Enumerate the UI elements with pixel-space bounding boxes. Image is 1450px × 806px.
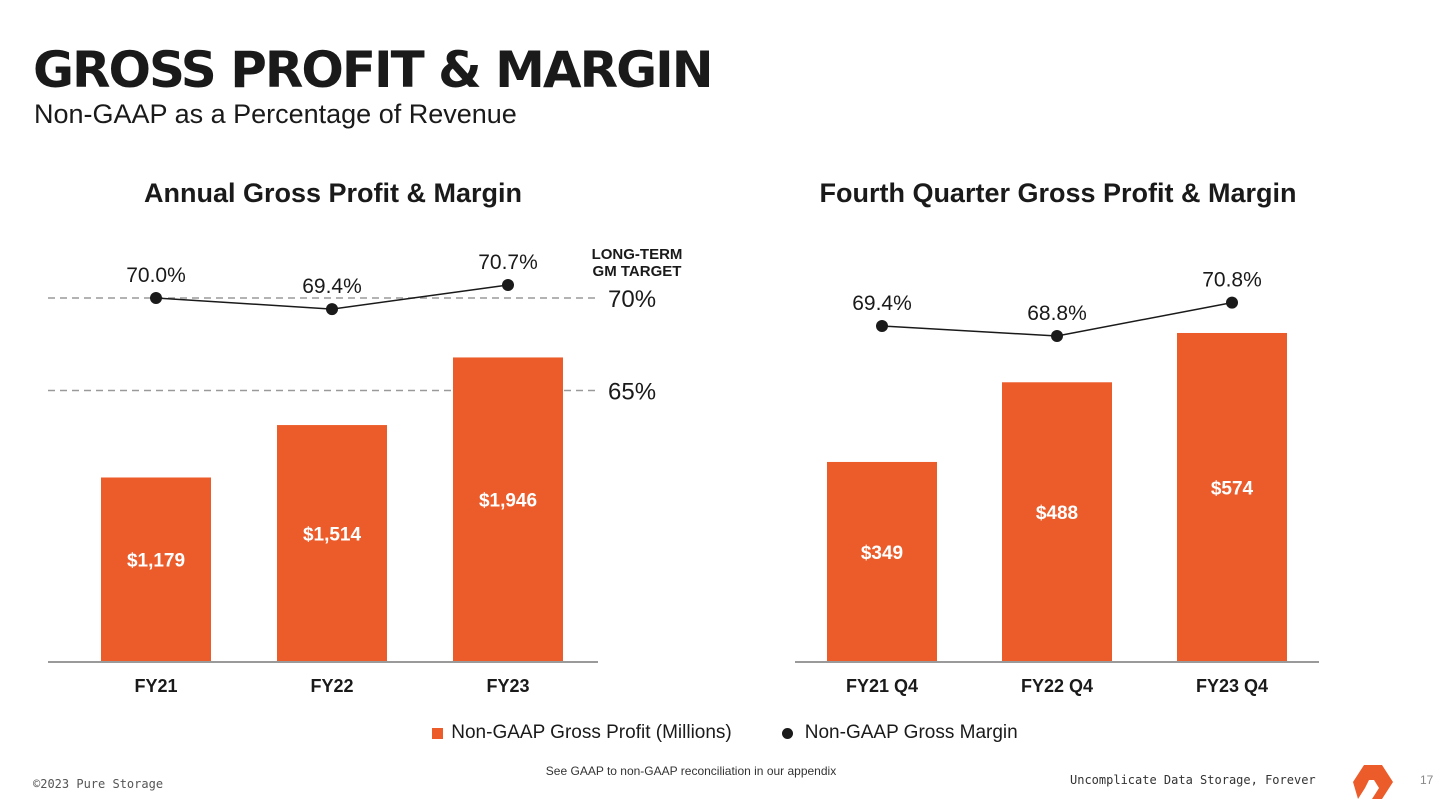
target-annotation-line-1: LONG-TERM	[592, 246, 683, 263]
chart-legend: Non-GAAP Gross Profit (Millions) Non-GAA…	[0, 722, 1450, 744]
margin-point	[876, 320, 888, 332]
page-subtitle: Non-GAAP as a Percentage of Revenue	[34, 99, 517, 129]
quarter-gross-profit-chart: $349 FY21 Q4 $488 FY22 Q4 $574 FY23 Q4 69.4% 68…	[795, 269, 1319, 696]
margin-point	[150, 292, 162, 304]
annual-chart-title: Annual Gross Profit & Margin	[143, 178, 523, 208]
margin-point	[326, 303, 338, 316]
bar-value-label: $488	[1036, 503, 1078, 524]
legend-dot-swatch	[781, 727, 793, 739]
margin-point	[1226, 296, 1238, 309]
margin-value-label: 70.7%	[478, 251, 538, 274]
x-tick-label: FY21	[134, 676, 177, 696]
bar-fy23	[453, 357, 563, 662]
quarter-chart-title: Fourth Quarter Gross Profit & Margin	[819, 178, 1297, 208]
margin-value-label: 68.8%	[1027, 302, 1087, 325]
bar-fy21	[101, 477, 211, 662]
margin-value-label: 69.4%	[302, 275, 362, 298]
bar-value-label: $1,179	[127, 551, 185, 572]
x-tick-label: FY23	[486, 676, 529, 696]
margin-value-label: 69.4%	[852, 292, 912, 315]
target-annotation-line-2: GM TARGET	[593, 263, 682, 280]
legend-item-gross-profit: Non-GAAP Gross Profit (Millions)	[432, 722, 732, 744]
bar-fy21-q4	[827, 461, 937, 662]
margin-value-label: 70.0%	[126, 264, 186, 287]
x-tick-label: FY22	[310, 676, 353, 696]
bar-fy23-q4	[1177, 332, 1287, 662]
x-tick-label: FY22 Q4	[1021, 676, 1093, 696]
pure-storage-logo-icon	[1353, 765, 1393, 799]
bar-value-label: $1,514	[303, 525, 362, 546]
tagline-text: Uncomplicate Data Storage, Forever	[1070, 773, 1316, 787]
page-title: GROSS PROFIT & MARGIN	[33, 41, 714, 99]
page-number: 17	[1420, 773, 1434, 787]
target-label-70: 70%	[608, 286, 656, 313]
margin-point	[502, 279, 514, 292]
bar-value-label: $1,946	[479, 491, 537, 512]
bar-value-label: $349	[861, 543, 903, 564]
bar-value-label: $574	[1211, 478, 1254, 499]
margin-point	[1051, 330, 1063, 343]
margin-value-label: 70.8%	[1202, 269, 1262, 292]
legend-line-label: Non-GAAP Gross Margin	[804, 722, 1018, 743]
reconciliation-note: See GAAP to non-GAAP reconciliation in o…	[545, 764, 837, 778]
x-tick-label: FY21 Q4	[846, 676, 918, 696]
bar-fy22	[277, 425, 387, 662]
legend-item-gross-margin: Non-GAAP Gross Margin	[781, 722, 1018, 744]
x-tick-label: FY23 Q4	[1196, 676, 1268, 696]
copyright-text: ©2023 Pure Storage	[33, 777, 164, 791]
bar-fy22-q4	[1002, 382, 1112, 662]
target-label-65: 65%	[608, 379, 656, 406]
legend-bar-label: Non-GAAP Gross Profit (Millions)	[451, 722, 732, 743]
legend-bar-swatch	[432, 727, 444, 739]
